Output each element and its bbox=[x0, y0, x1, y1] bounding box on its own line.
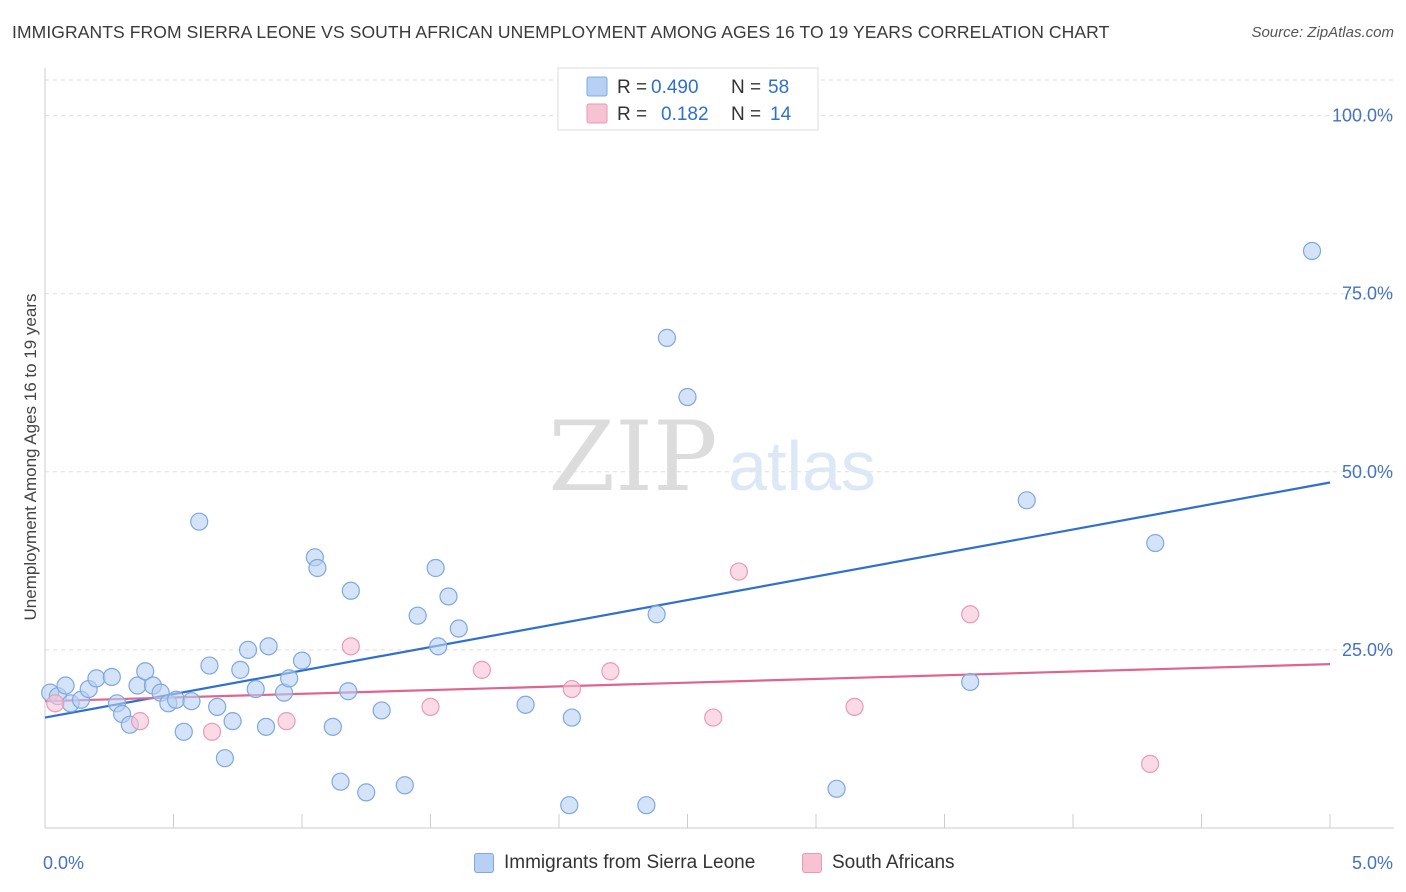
data-point-south-africans bbox=[961, 605, 980, 624]
legend-n-value-2: 14 bbox=[770, 104, 792, 125]
data-point-sierra-leone bbox=[292, 651, 312, 670]
watermark-zip: ZIP bbox=[548, 401, 717, 513]
data-point-south-africans bbox=[277, 712, 296, 731]
y-tick-label: 50.0% bbox=[1342, 462, 1393, 482]
data-point-sierra-leone bbox=[182, 692, 201, 711]
data-point-sierra-leone bbox=[246, 679, 265, 699]
data-point-sierra-leone bbox=[56, 676, 75, 695]
data-point-sierra-leone bbox=[961, 672, 980, 692]
data-point-south-africans bbox=[421, 697, 440, 716]
data-point-south-africans bbox=[1140, 754, 1160, 773]
chart-title: IMMIGRANTS FROM SIERRA LEONE VS SOUTH AF… bbox=[12, 22, 1110, 42]
data-point-south-africans bbox=[202, 722, 222, 741]
legend-r-label-1: R = bbox=[617, 77, 647, 98]
bottom-legend-swatch-pink bbox=[802, 853, 822, 873]
data-point-sierra-leone bbox=[259, 637, 278, 656]
grid-layer bbox=[45, 79, 1394, 651]
data-point-sierra-leone bbox=[223, 712, 242, 731]
data-point-sierra-leone bbox=[331, 772, 350, 791]
bottom-legend-item-south-africans: South Africans bbox=[802, 852, 955, 874]
data-point-sierra-leone bbox=[308, 558, 327, 578]
bottom-legend-swatch-blue bbox=[474, 853, 494, 873]
legend-swatch-pink bbox=[586, 103, 608, 124]
x-tick-label-max: 5.0% bbox=[1352, 853, 1393, 873]
data-point-sierra-leone bbox=[357, 783, 376, 802]
y-tick-label: 100.0% bbox=[1332, 106, 1393, 126]
data-point-sierra-leone bbox=[231, 660, 250, 679]
data-point-sierra-leone bbox=[372, 701, 391, 720]
y-tick-label: 25.0% bbox=[1342, 640, 1393, 660]
data-point-south-africans bbox=[562, 679, 581, 699]
data-point-sierra-leone bbox=[439, 587, 458, 606]
data-point-south-africans bbox=[472, 660, 491, 679]
data-point-sierra-leone bbox=[174, 722, 193, 741]
bottom-legend-label: South Africans bbox=[832, 852, 955, 873]
data-point-sierra-leone bbox=[637, 796, 656, 815]
data-point-sierra-leone bbox=[280, 669, 299, 688]
bottom-legend-item-sierra-leone: Immigrants from Sierra Leone bbox=[474, 852, 755, 874]
top-legend: R = 0.490 N = 58 R = 0.182 N = 14 bbox=[557, 67, 819, 131]
trend-layer bbox=[44, 481, 1331, 719]
data-point-sierra-leone bbox=[1302, 241, 1322, 261]
data-point-sierra-leone bbox=[136, 662, 155, 681]
data-point-south-africans bbox=[601, 662, 620, 681]
bottom-legend: Immigrants from Sierra Leone South Afric… bbox=[0, 852, 1406, 878]
data-point-sierra-leone bbox=[166, 690, 186, 709]
data-point-south-africans bbox=[130, 712, 150, 731]
data-point-sierra-leone bbox=[200, 656, 219, 675]
data-point-sierra-leone bbox=[341, 581, 360, 600]
data-point-sierra-leone bbox=[827, 779, 846, 798]
data-point-sierra-leone bbox=[408, 606, 427, 625]
legend-n-label-1: N = bbox=[731, 77, 761, 98]
data-point-sierra-leone bbox=[1017, 491, 1036, 510]
data-point-sierra-leone bbox=[657, 328, 677, 347]
y-axis-label: Unemployment Among Ages 16 to 19 years bbox=[21, 294, 40, 621]
data-point-south-africans bbox=[845, 697, 864, 716]
data-point-sierra-leone bbox=[208, 697, 227, 716]
data-point-south-africans bbox=[729, 562, 749, 581]
data-point-sierra-leone bbox=[87, 669, 106, 688]
data-point-south-africans bbox=[704, 708, 723, 727]
data-point-sierra-leone bbox=[190, 512, 209, 531]
source-credit: Source: ZipAtlas.com bbox=[1251, 24, 1394, 41]
trend-line-sierra-leone bbox=[44, 481, 1331, 719]
data-point-south-africans bbox=[46, 694, 65, 713]
legend-r-value-2: 0.182 bbox=[661, 104, 709, 125]
watermark-atlas: atlas bbox=[728, 427, 876, 505]
legend-n-label-2: N = bbox=[731, 104, 761, 125]
data-point-sierra-leone bbox=[215, 749, 234, 768]
data-point-sierra-leone bbox=[339, 682, 358, 701]
data-point-south-africans bbox=[341, 637, 360, 656]
data-point-sierra-leone bbox=[323, 717, 342, 736]
data-point-sierra-leone bbox=[238, 640, 258, 660]
axis-layer: 25.0% 50.0% 75.0% 100.0% 0.0% 5.0% bbox=[43, 68, 1394, 873]
data-point-sierra-leone bbox=[562, 708, 581, 727]
legend-r-value-1: 0.490 bbox=[651, 77, 699, 98]
x-tick-label-min: 0.0% bbox=[43, 853, 84, 873]
data-point-sierra-leone bbox=[449, 619, 468, 638]
data-point-sierra-leone bbox=[395, 776, 414, 795]
legend-swatch-blue bbox=[586, 76, 608, 97]
data-point-sierra-leone bbox=[429, 637, 448, 656]
point-layer bbox=[41, 241, 1322, 815]
data-point-sierra-leone bbox=[426, 558, 445, 578]
y-tick-label: 75.0% bbox=[1342, 284, 1393, 304]
data-point-sierra-leone bbox=[516, 695, 535, 714]
data-point-sierra-leone bbox=[256, 717, 276, 736]
data-point-sierra-leone bbox=[1146, 533, 1165, 553]
data-point-sierra-leone bbox=[560, 796, 579, 815]
data-point-sierra-leone bbox=[102, 667, 121, 687]
bottom-legend-label: Immigrants from Sierra Leone bbox=[504, 852, 756, 873]
data-point-sierra-leone bbox=[647, 605, 666, 624]
data-point-sierra-leone bbox=[678, 387, 697, 407]
legend-n-value-1: 58 bbox=[768, 77, 789, 98]
legend-r-label-2: R = bbox=[617, 104, 647, 125]
